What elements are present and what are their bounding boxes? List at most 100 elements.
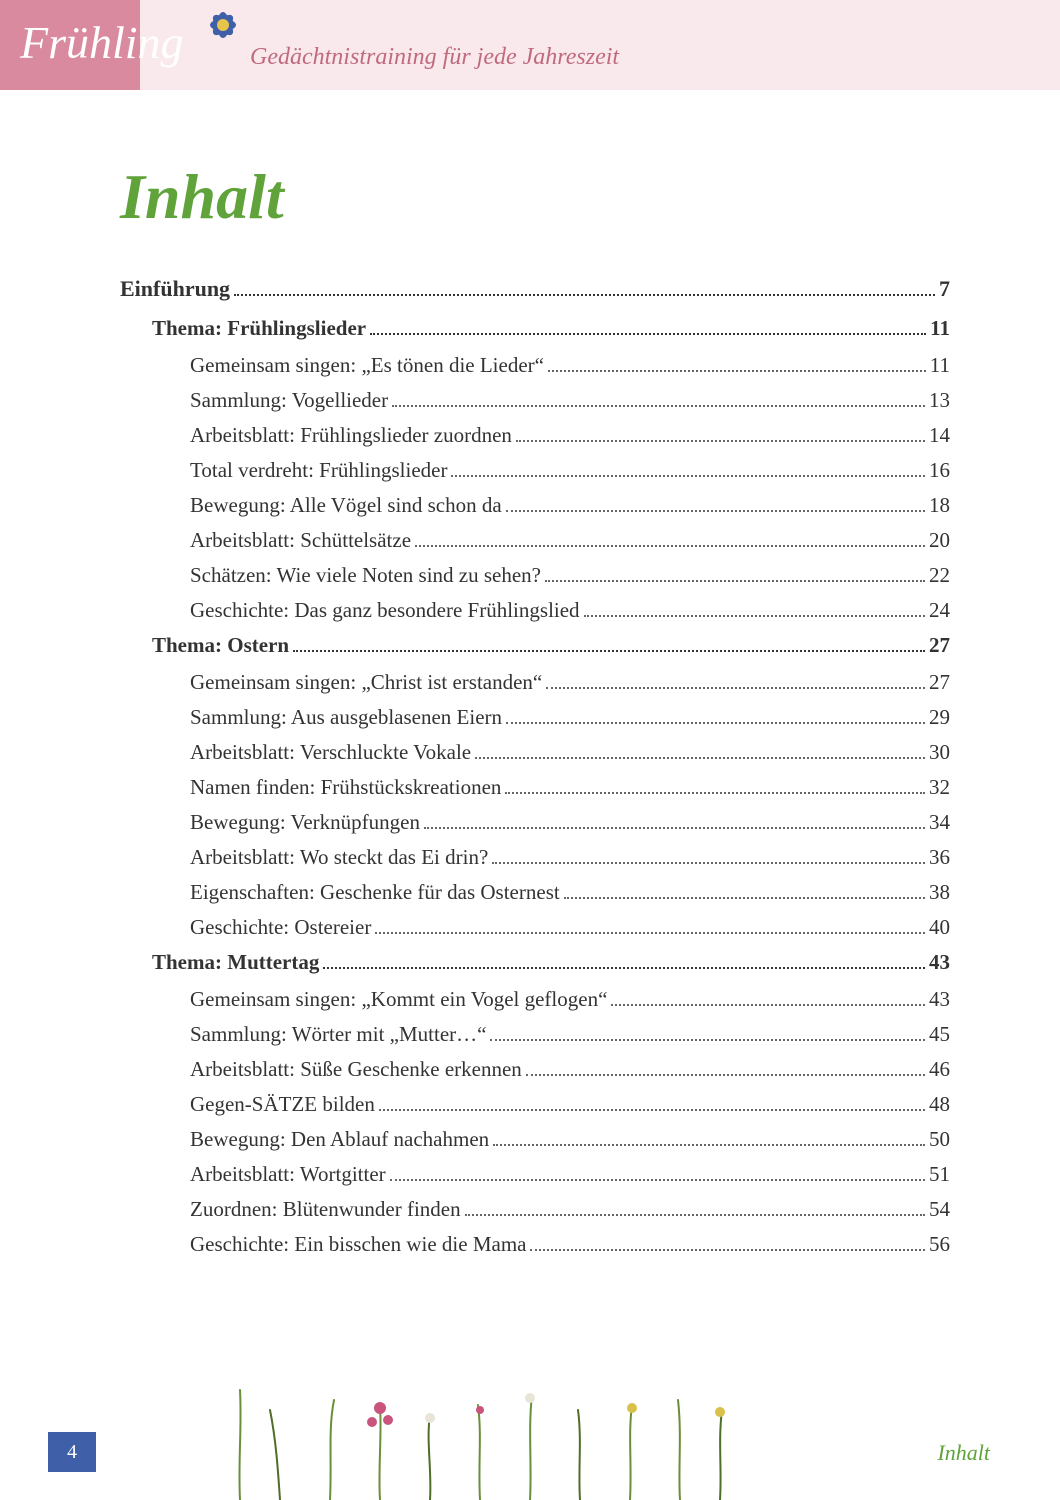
toc-page: 13	[929, 390, 950, 411]
toc-page: 20	[929, 530, 950, 551]
toc-page: 45	[929, 1024, 950, 1045]
toc-row: Gemeinsam singen: „Es tönen die Lieder“ 1…	[190, 355, 950, 376]
toc-row: Schätzen: Wie viele Noten sind zu sehen?…	[190, 565, 950, 586]
toc-label: Thema: Ostern	[152, 635, 289, 656]
toc-row: Eigenschaften: Geschenke für das Osterne…	[190, 882, 950, 903]
toc-dots	[493, 1144, 925, 1146]
toc-page: 54	[929, 1199, 950, 1220]
toc-label: Sammlung: Aus ausgeblasenen Eiern	[190, 707, 502, 728]
toc-dots	[490, 1039, 925, 1041]
toc-dots	[516, 440, 925, 442]
toc-label: Bewegung: Verknüpfungen	[190, 812, 420, 833]
toc-label: Arbeitsblatt: Wo steckt das Ei drin?	[190, 847, 488, 868]
toc-label: Gemeinsam singen: „Christ ist erstanden“	[190, 672, 542, 693]
toc-label: Gemeinsam singen: „Kommt ein Vogel geflo…	[190, 989, 607, 1010]
toc-label: Geschichte: Ein bisschen wie die Mama	[190, 1234, 526, 1255]
toc-dots	[424, 827, 925, 829]
toc-label: Bewegung: Den Ablauf nachahmen	[190, 1129, 489, 1150]
toc-row: Geschichte: Ein bisschen wie die Mama 56	[190, 1234, 950, 1255]
toc-row: Sammlung: Aus ausgeblasenen Eiern 29	[190, 707, 950, 728]
toc-dots	[379, 1109, 925, 1111]
toc-row: Sammlung: Wörter mit „Mutter…“ 45	[190, 1024, 950, 1045]
footer: 4 Inhalt	[0, 1412, 1060, 1472]
toc-dots	[506, 510, 925, 512]
toc-page: 22	[929, 565, 950, 586]
toc-dots	[234, 294, 935, 296]
footer-label: Inhalt	[937, 1440, 990, 1466]
toc-page: 11	[930, 318, 950, 339]
toc-page: 16	[929, 460, 950, 481]
toc-page: 43	[929, 952, 950, 973]
toc-dots	[465, 1214, 925, 1216]
toc-page: 29	[929, 707, 950, 728]
toc-label: Bewegung: Alle Vögel sind schon da	[190, 495, 502, 516]
toc-dots	[370, 333, 926, 335]
toc-dots	[390, 1179, 925, 1181]
toc-label: Geschichte: Ostereier	[190, 917, 371, 938]
toc-page: 36	[929, 847, 950, 868]
toc-row: Gegen-SÄTZE bilden48	[190, 1094, 950, 1115]
toc-dots	[415, 545, 925, 547]
toc-row: Arbeitsblatt: Schüttelsätze 20	[190, 530, 950, 551]
toc-row: Total verdreht: Frühlingslieder 16	[190, 460, 950, 481]
toc-page: 43	[929, 989, 950, 1010]
toc-dots	[323, 967, 925, 969]
toc-row: Bewegung: Alle Vögel sind schon da18	[190, 495, 950, 516]
toc-row: Gemeinsam singen: „Kommt ein Vogel geflo…	[190, 989, 950, 1010]
toc-row: Arbeitsblatt: Verschluckte Vokale30	[190, 742, 950, 763]
toc-row: Zuordnen: Blütenwunder finden 54	[190, 1199, 950, 1220]
toc-row: Arbeitsblatt: Wo steckt das Ei drin? 36	[190, 847, 950, 868]
toc-row: Gemeinsam singen: „Christ ist erstanden“…	[190, 672, 950, 693]
toc-label: Geschichte: Das ganz besondere Frühlings…	[190, 600, 580, 621]
toc-page: 38	[929, 882, 950, 903]
page-number: 4	[67, 1441, 77, 1464]
toc-page: 51	[929, 1164, 950, 1185]
toc-label: Gegen-SÄTZE bilden	[190, 1094, 375, 1115]
toc-row: Arbeitsblatt: Frühlingslieder zuordnen14	[190, 425, 950, 446]
toc-label: Gemeinsam singen: „Es tönen die Lieder“	[190, 355, 544, 376]
toc-label: Thema: Muttertag	[152, 952, 319, 973]
toc-label: Total verdreht: Frühlingslieder	[190, 460, 447, 481]
toc-dots	[451, 475, 925, 477]
toc-dots	[375, 932, 925, 934]
header-band: Frühling Gedächtnistraining für jede Jah…	[0, 0, 1060, 90]
toc-label: Arbeitsblatt: Süße Geschenke erkennen	[190, 1059, 522, 1080]
toc-dots	[546, 687, 925, 689]
toc-row: Einführung7	[120, 278, 950, 300]
toc-label: Namen finden: Frühstückskreationen	[190, 777, 501, 798]
toc-list: Einführung7Thema: Frühlingslieder11Gemei…	[120, 278, 950, 1255]
flower-icon	[200, 2, 246, 48]
toc-row: Thema: Muttertag 43	[152, 952, 950, 973]
toc-dots	[475, 757, 925, 759]
toc-label: Eigenschaften: Geschenke für das Osterne…	[190, 882, 560, 903]
toc-label: Zuordnen: Blütenwunder finden	[190, 1199, 461, 1220]
toc-dots	[611, 1004, 925, 1006]
toc-page: 11	[930, 355, 950, 376]
toc-page: 56	[929, 1234, 950, 1255]
toc-page: 32	[929, 777, 950, 798]
toc-page: 40	[929, 917, 950, 938]
toc-row: Thema: Frühlingslieder 11	[152, 318, 950, 339]
toc-dots	[526, 1074, 925, 1076]
toc-dots	[530, 1249, 925, 1251]
toc-dots	[584, 615, 925, 617]
toc-label: Sammlung: Wörter mit „Mutter…“	[190, 1024, 486, 1045]
toc-row: Thema: Ostern 27	[152, 635, 950, 656]
toc-label: Arbeitsblatt: Wortgitter	[190, 1164, 386, 1185]
toc-dots	[548, 370, 926, 372]
toc-row: Geschichte: Das ganz besondere Frühlings…	[190, 600, 950, 621]
toc-label: Schätzen: Wie viele Noten sind zu sehen?	[190, 565, 541, 586]
toc-dots	[506, 722, 925, 724]
toc-dots	[492, 862, 925, 864]
toc-row: Sammlung: Vogellieder13	[190, 390, 950, 411]
toc-label: Arbeitsblatt: Schüttelsätze	[190, 530, 411, 551]
toc-page: 27	[929, 672, 950, 693]
toc-page: 14	[929, 425, 950, 446]
toc-page: 27	[929, 635, 950, 656]
header-season: Frühling	[20, 16, 184, 69]
toc-page: 34	[929, 812, 950, 833]
toc-dots	[293, 650, 925, 652]
toc-label: Arbeitsblatt: Verschluckte Vokale	[190, 742, 471, 763]
toc-page: 7	[939, 278, 950, 300]
toc-label: Thema: Frühlingslieder	[152, 318, 366, 339]
